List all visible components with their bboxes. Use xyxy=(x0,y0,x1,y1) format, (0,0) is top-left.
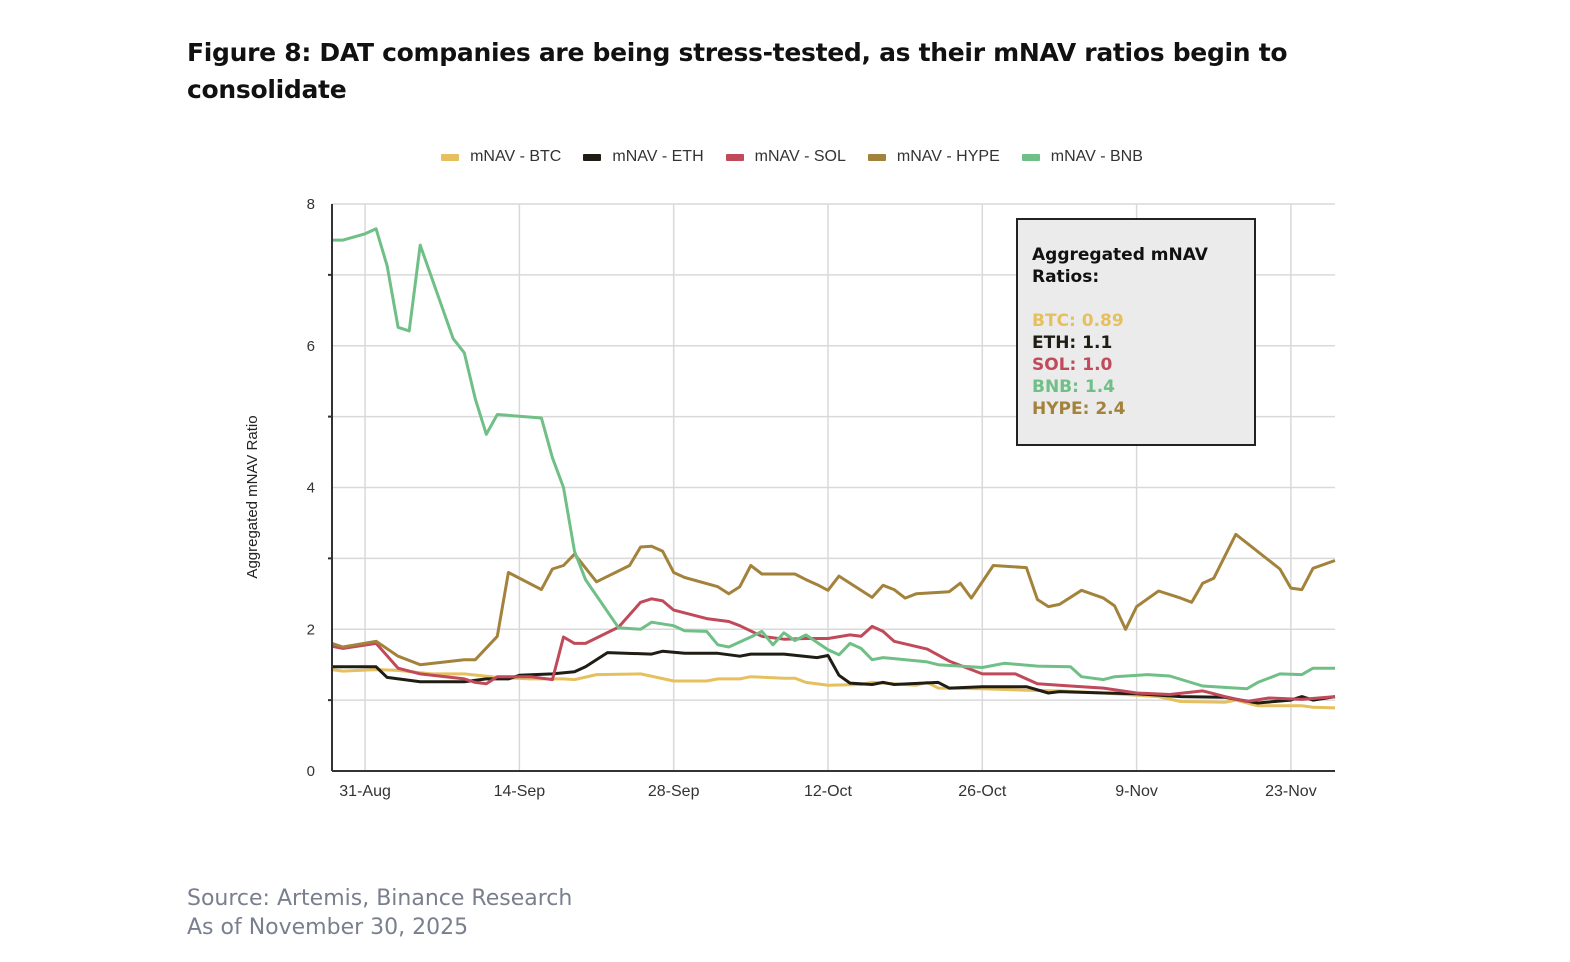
legend-item-btc: mNAV - BTC xyxy=(441,148,561,166)
legend-item-bnb: mNAV - BNB xyxy=(1021,148,1143,166)
footer: Source: Artemis, Binance Research As of … xyxy=(187,884,572,942)
legend-label: mNAV - ETH xyxy=(612,148,704,165)
annotation-box: Aggregated mNAV Ratios: BTC: 0.89 ETH: 1.… xyxy=(1016,218,1256,446)
series-line-btc xyxy=(331,668,1336,710)
legend-swatch xyxy=(441,153,460,161)
x-tick-label: 9-Nov xyxy=(1115,783,1158,800)
x-tick-label: 23-Nov xyxy=(1265,783,1317,800)
axes: 31-Aug 14-Sep 28-Sep 12-Oct 26-Oct 9-Nov 23-No… xyxy=(307,196,1335,800)
x-tick-label: 12-Oct xyxy=(804,783,853,800)
legend-swatch xyxy=(1021,153,1040,161)
y-tick-label: 8 xyxy=(307,196,315,213)
annotation-item: ETH: 1.1 xyxy=(1032,333,1113,353)
legend-item-eth: mNAV - ETH xyxy=(583,148,704,166)
legend-label: mNAV - BNB xyxy=(1050,148,1143,165)
legend-swatch xyxy=(867,153,886,161)
annotation-item: BNB: 1.4 xyxy=(1032,377,1115,397)
legend-item-sol: mNAV - SOL xyxy=(725,148,846,166)
legend-swatch xyxy=(583,153,602,161)
x-tick-label: 14-Sep xyxy=(494,783,546,800)
series-line-hype xyxy=(331,532,1336,667)
legend-swatch xyxy=(725,153,744,161)
annotation-heading: Aggregated mNAV Ratios: xyxy=(1032,245,1208,287)
chart-legend: mNAV - BTC mNAV - ETH mNAV - SOL mNAV - … xyxy=(0,148,1570,166)
series-line-sol xyxy=(331,597,1336,703)
annotation-item: SOL: 1.0 xyxy=(1032,355,1113,375)
legend-item-hype: mNAV - HYPE xyxy=(867,148,1000,166)
series-lines xyxy=(331,227,1336,710)
as-of-date: As of November 30, 2025 xyxy=(187,915,469,940)
x-tick-label: 28-Sep xyxy=(648,783,700,800)
legend-label: mNAV - BTC xyxy=(470,148,562,165)
x-tick-label: 26-Oct xyxy=(958,783,1007,800)
y-tick-label: 0 xyxy=(307,763,315,780)
legend-label: mNAV - HYPE xyxy=(896,148,1000,165)
annotation-item: BTC: 0.89 xyxy=(1032,311,1124,331)
x-tick-label: 31-Aug xyxy=(339,783,391,800)
source-text: Source: Artemis, Binance Research xyxy=(187,886,573,911)
annotation-item: HYPE: 2.4 xyxy=(1032,399,1126,419)
figure-title: Figure 8: DAT companies are being stress… xyxy=(187,38,1288,104)
legend-label: mNAV - SOL xyxy=(754,148,846,165)
series-line-bnb xyxy=(332,227,1335,691)
y-tick-label: 2 xyxy=(307,621,315,638)
y-axis-label: Aggregated mNAV Ratio xyxy=(244,415,261,578)
y-tick-label: 4 xyxy=(307,480,315,497)
annotation-items: BTC: 0.89 ETH: 1.1 SOL: 1.0 BNB: 1.4 HYPE: 2… xyxy=(1032,310,1240,420)
y-tick-label: 6 xyxy=(307,338,315,355)
